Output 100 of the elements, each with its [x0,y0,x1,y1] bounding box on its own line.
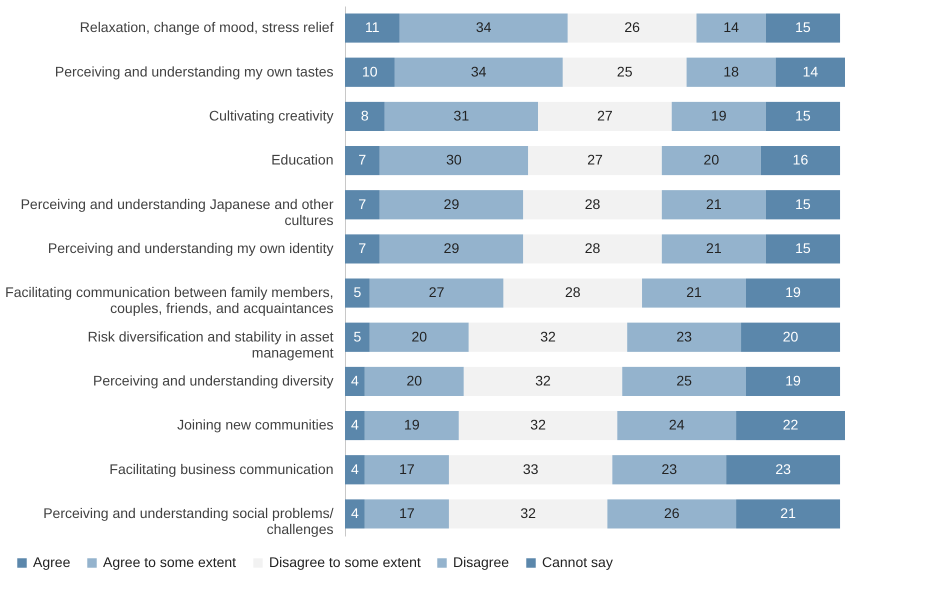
data-label: 32 [530,416,546,433]
data-label: 14 [723,19,740,36]
data-label: 25 [676,372,692,388]
y-tick-label: Risk diversification and stability in asset management [88,328,334,360]
bar [345,190,380,220]
y-tick-label: Facilitating business communication [109,460,334,477]
data-label: 27 [597,107,613,124]
data-label: 32 [535,372,552,388]
data-label: 25 [616,63,633,80]
data-label: 27 [428,284,445,300]
bar [394,58,563,87]
data-label: 21 [706,240,722,256]
bar [345,58,395,87]
data-label: 32 [520,504,536,521]
bar [617,411,736,440]
bar [345,411,365,440]
data-label: 18 [723,63,740,80]
data-label: 34 [470,63,487,80]
data-label: 4 [351,372,360,388]
data-label: 15 [795,107,811,124]
bar [612,455,726,484]
data-label: 10 [362,63,378,80]
data-label: 21 [686,284,702,300]
bar [370,322,469,352]
bar [672,102,766,131]
data-label: 20 [411,328,428,344]
data-label: 23 [661,460,678,477]
data-label: 14 [802,63,818,80]
bar [345,14,400,43]
bar [364,455,449,484]
bar [627,322,742,352]
bar [562,58,687,87]
y-tick-label: Joining new communities [177,416,334,433]
y-tick-label: Perceiving and understanding Japanese and other cultures [20,196,334,228]
bar [766,190,840,220]
data-label: 21 [706,196,722,212]
bar [345,455,365,484]
bar [345,102,385,131]
data-label: 19 [785,284,802,300]
bar [662,234,766,264]
bar [345,322,370,352]
y-tick-label: Relaxation, change of mood, stress relief [80,19,334,36]
bar [345,146,380,176]
y-tick-label: Perceiving and understanding my own identity [48,240,334,256]
data-label: 23 [676,328,692,344]
data-label: 4 [351,460,360,477]
legend-label: Agree [33,554,71,570]
data-label: 17 [399,460,415,477]
data-label: 26 [624,19,640,36]
bar [568,14,696,43]
data-label: 32 [540,328,556,344]
y-tick-label: Facilitating communication between family members, couples, friends, and acquaintances [5,284,334,316]
y-tick-label: Perceiving and understanding my own tastes [54,63,334,80]
legend-label: Disagree [453,554,510,570]
bar [766,102,840,131]
bar [686,58,776,87]
bar [380,190,524,220]
data-label: 23 [775,460,792,477]
data-label: 29 [444,240,460,256]
data-label: 22 [782,416,799,433]
bar [380,146,528,176]
bar [736,411,845,440]
bar [776,58,845,87]
data-label: 17 [399,504,415,521]
y-tick-label: Perceiving and understanding social problems/ challenges [43,504,334,537]
bar [370,278,504,308]
data-label: 8 [360,107,369,124]
data-label: 30 [446,152,462,168]
bar [736,499,840,528]
bar [345,366,365,396]
data-label: 15 [795,19,811,36]
bar [345,278,370,308]
legend-label: Agree to some extent [103,554,236,570]
data-label: 11 [364,19,380,36]
data-label: 4 [351,416,360,433]
data-label: 19 [404,416,420,433]
bar [607,499,736,528]
bar [464,366,622,396]
data-label: 19 [785,372,802,388]
data-label: 19 [710,107,727,124]
data-label: 27 [587,152,603,168]
bar [760,146,840,176]
legend-label: Disagree to some extent [269,554,421,570]
data-label: 28 [584,196,601,212]
y-tick-label: Cultivating creativity [209,107,334,124]
data-label: 26 [664,504,680,521]
data-label: 7 [358,240,366,256]
data-label: 15 [795,196,811,212]
data-label: 21 [780,504,796,521]
bar [746,278,840,308]
bar [766,234,840,264]
data-label: 5 [353,328,362,344]
bar [741,322,840,352]
data-label: 24 [668,416,685,433]
bar [468,322,628,352]
y-tick-label: Education [271,152,334,168]
bar [503,278,642,308]
bar [523,190,662,220]
data-label: 20 [704,152,720,168]
bar [662,146,761,176]
